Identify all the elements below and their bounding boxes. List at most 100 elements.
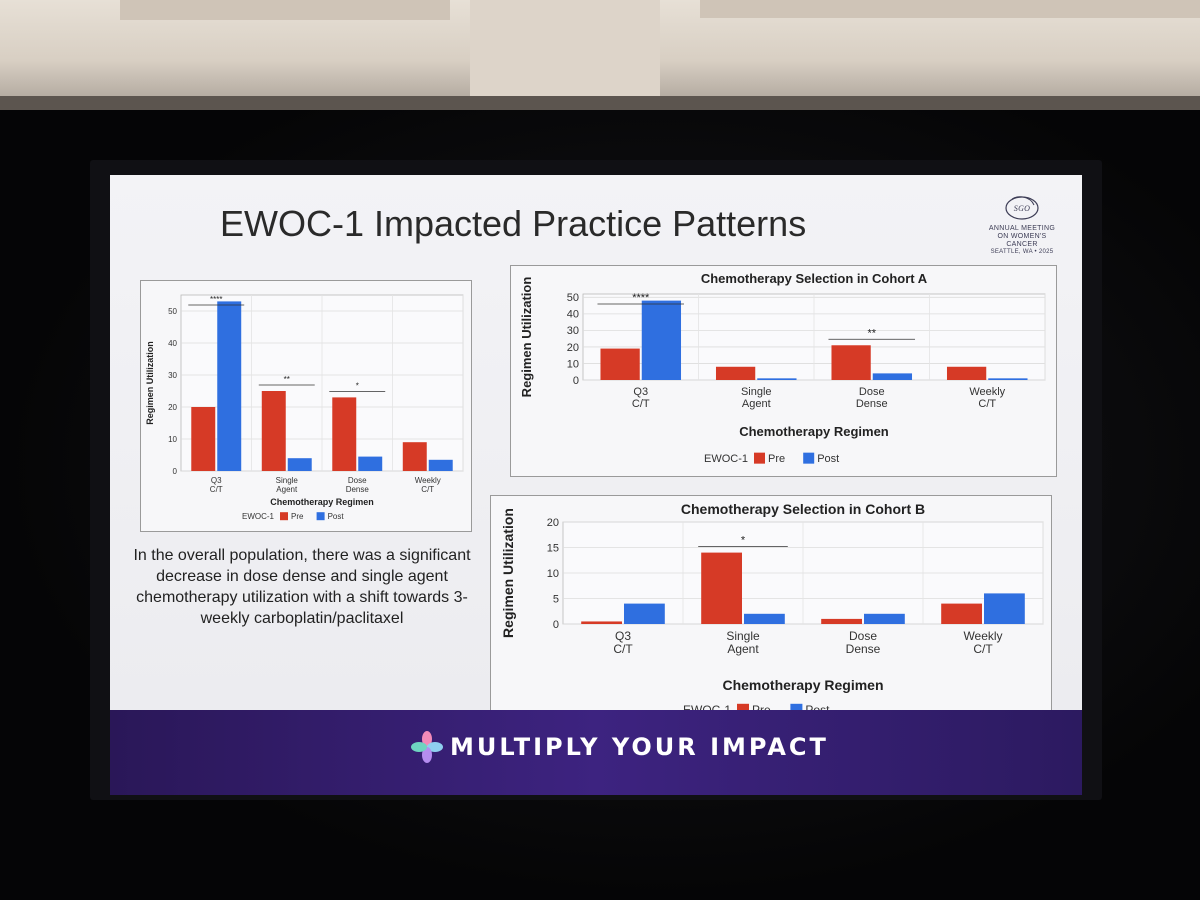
chart-cohort-a: 0 10 20 30 40 50 Q3 C/T Single Agent Dose Dense Week… <box>510 265 1057 477</box>
bar-post <box>641 300 682 380</box>
y-tick-label: 0 <box>573 375 579 387</box>
bar-pre <box>600 348 640 380</box>
x-tick-label: Q3 <box>633 386 648 398</box>
bar-pre <box>941 603 982 624</box>
x-tick-label: Dose <box>859 386 885 398</box>
significance-label: **** <box>210 295 222 304</box>
sgo-logo-icon: SGO <box>1005 196 1039 220</box>
bar-pre <box>261 391 286 471</box>
bar-pre <box>946 366 987 380</box>
y-tick-label: 10 <box>168 435 177 444</box>
x-tick-label: C/T <box>421 485 434 494</box>
legend-swatch-pre <box>754 452 765 464</box>
bar-post <box>872 373 913 380</box>
x-tick-label: Single <box>276 476 299 485</box>
bar-pre <box>701 552 742 624</box>
y-tick-label: 5 <box>553 593 559 605</box>
y-axis-label: Regimen Utilization <box>519 277 534 398</box>
x-tick-label: Agent <box>742 398 771 410</box>
y-tick-label: 50 <box>567 292 579 304</box>
x-tick-label: C/T <box>613 642 633 656</box>
significance-label: ** <box>284 375 290 384</box>
bar-post <box>988 378 1028 380</box>
legend-swatch-pre <box>280 512 288 521</box>
x-tick-label: Q3 <box>615 629 631 643</box>
ceiling-rail <box>0 96 1200 110</box>
significance-label: **** <box>632 292 650 304</box>
bar-pre <box>402 442 427 471</box>
x-tick-label: C/T <box>632 398 650 410</box>
logo-line: SEATTLE, WA • 2025 <box>990 249 1054 256</box>
x-tick-label: Dose <box>849 629 877 643</box>
bar-post <box>287 458 312 471</box>
x-tick-label: Single <box>726 629 760 643</box>
y-tick-label: 0 <box>173 467 178 476</box>
x-tick-label: C/T <box>973 642 993 656</box>
bar-pre <box>831 345 871 380</box>
bar-post <box>358 456 383 471</box>
x-tick-label: Agent <box>727 642 759 656</box>
bar-post <box>624 603 665 624</box>
y-tick-label: 40 <box>168 339 177 348</box>
chart-cohort-a-svg: 01020304050Q3C/TSingleAgentDoseDenseWeek… <box>519 271 1046 465</box>
x-tick-label: Single <box>741 386 772 398</box>
legend-label: Post <box>817 453 839 465</box>
x-axis-label: Chemotherapy Regimen <box>270 497 374 507</box>
flower-icon <box>411 731 443 763</box>
ceiling-beam <box>700 0 1200 18</box>
y-tick-label: 20 <box>547 517 559 529</box>
bar-pre <box>715 366 756 380</box>
bar-pre <box>191 407 216 471</box>
chart-title: Chemotherapy Selection in Cohort A <box>701 271 928 286</box>
bar-post <box>984 593 1025 624</box>
significance-label: * <box>356 381 359 390</box>
y-tick-label: 0 <box>553 619 559 631</box>
x-axis-label: Chemotherapy Regimen <box>722 677 883 693</box>
y-axis-label: Regimen Utilization <box>145 341 155 425</box>
chart-cohort-b: 0 5 10 15 20 Q3 C/T Single Agent Dose Dense Weekly C… <box>490 495 1052 727</box>
chart-cohort-b-svg: 05101520Q3C/TSingleAgentDoseDenseWeeklyC… <box>500 501 1044 717</box>
y-tick-label: 20 <box>168 403 177 412</box>
logo-line: ON WOMEN'S CANCER <box>997 233 1047 249</box>
bar-pre <box>332 397 357 471</box>
chart-overall-svg: 01020304050Q3C/TSingleAgentDoseDenseWeek… <box>145 294 464 521</box>
y-tick-label: 15 <box>547 542 559 554</box>
x-tick-label: Dense <box>846 642 881 656</box>
chart-title: Chemotherapy Selection in Cohort B <box>681 501 925 517</box>
sgo-logo: SGO ANNUAL MEETING ON WOMEN'S CANCER SEA… <box>982 193 1062 256</box>
bar-post <box>757 378 797 380</box>
x-tick-label: C/T <box>978 398 996 410</box>
bar-pre <box>581 621 622 624</box>
bar-pre <box>821 618 862 624</box>
x-tick-label: Dense <box>346 485 370 494</box>
legend-title: EWOC-1 <box>704 453 748 465</box>
slide-caption: In the overall population, there was a s… <box>133 547 471 627</box>
x-tick-label: Weekly <box>415 476 441 485</box>
significance-label: ** <box>867 327 876 339</box>
legend-label: Pre <box>291 512 304 521</box>
x-tick-label: Q3 <box>211 476 222 485</box>
ceiling-pillar <box>470 0 660 96</box>
legend-swatch-post <box>316 512 325 521</box>
chart-overall: 0 10 20 30 40 50 Q3 C/T Single Agent Dose Dense Week… <box>140 280 472 532</box>
y-tick-label: 30 <box>567 325 579 337</box>
y-tick-label: 10 <box>547 568 559 580</box>
bar-post <box>428 459 453 471</box>
slide-title: EWOC-1 Impacted Practice Patterns <box>220 203 807 244</box>
y-axis-label: Regimen Utilization <box>500 508 516 638</box>
x-tick-label: Agent <box>276 485 298 494</box>
legend-label: Post <box>328 512 345 521</box>
y-tick-label: 40 <box>567 309 579 321</box>
legend-swatch-post <box>803 452 815 464</box>
logo-line: ANNUAL MEETING <box>988 225 1056 232</box>
multiply-banner: MULTIPLY YOUR IMPACT <box>110 710 1082 795</box>
ceiling <box>0 0 1200 110</box>
slide: EWOC-1 Impacted Practice Patterns SGO AN… <box>110 175 1082 795</box>
x-axis-label: Chemotherapy Regimen <box>739 424 889 439</box>
banner-content: MULTIPLY YOUR IMPACT <box>410 730 829 764</box>
y-tick-label: 10 <box>567 358 579 370</box>
ceiling-beam <box>120 0 450 20</box>
svg-text:SGO: SGO <box>1014 204 1030 213</box>
bar-post <box>744 613 785 624</box>
x-tick-label: C/T <box>210 485 223 494</box>
